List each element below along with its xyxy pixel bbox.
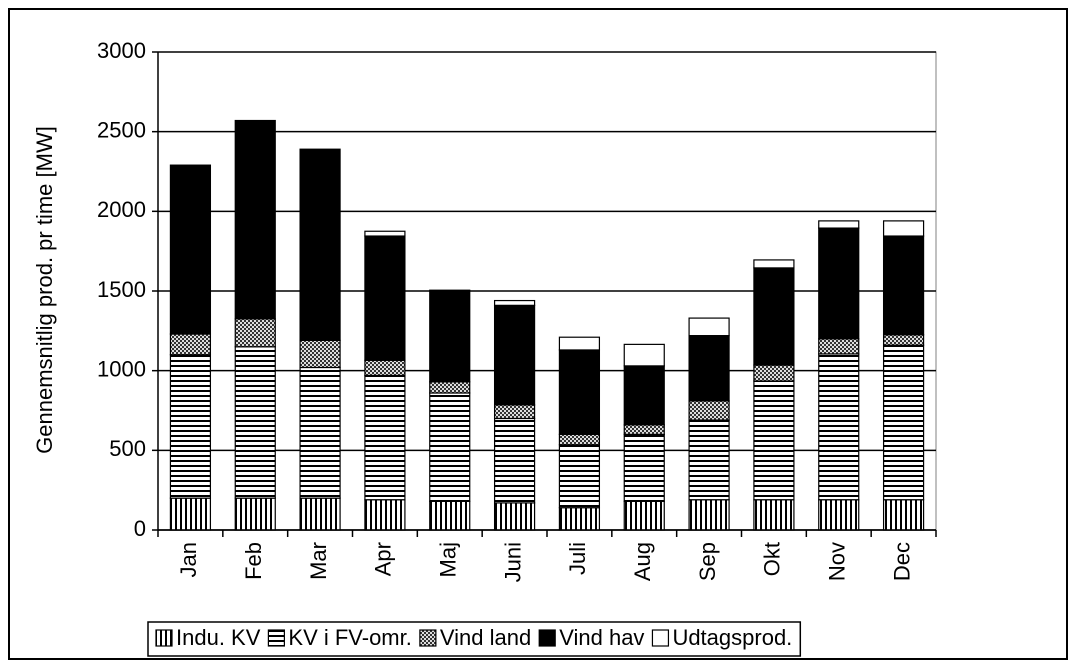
bar-segment [623, 433, 665, 502]
bar-segment [882, 235, 925, 336]
bar-segment [493, 502, 536, 531]
bar-segment [169, 354, 212, 499]
legend-swatch [419, 629, 437, 647]
bar-segment [364, 374, 406, 501]
bar-segment [299, 497, 341, 531]
legend-swatch [155, 629, 173, 647]
bar-segment [688, 335, 730, 402]
bar-segment [882, 220, 925, 237]
bar-segment [623, 365, 665, 426]
bar-segment [169, 333, 212, 356]
bar-segment [493, 299, 536, 306]
bar-segment [818, 338, 860, 355]
bar-segment [493, 417, 536, 504]
bar-segment [753, 267, 795, 366]
bar-segment [234, 318, 276, 348]
bar-segment [299, 339, 341, 369]
bar-segment [364, 359, 406, 377]
legend-swatch [267, 629, 285, 647]
bar-segment [169, 164, 212, 335]
bar-segment [234, 119, 276, 320]
bar-segment [688, 499, 730, 531]
bar-segment [753, 380, 795, 501]
x-tick-label: Sep [695, 542, 720, 581]
bar-segment [688, 317, 730, 337]
bar-segment [818, 353, 860, 501]
bar-segment [429, 289, 471, 383]
bar-segment [882, 334, 925, 346]
bar-segment [688, 400, 730, 421]
legend-label: KV i FV-omr. [288, 625, 411, 650]
x-tick-label: Nov [825, 542, 850, 581]
y-tick-label: 0 [134, 516, 146, 541]
bar-segment [882, 499, 925, 531]
legend-label: Vind hav [559, 625, 644, 650]
bar-segment [818, 220, 860, 229]
bar-segment [558, 444, 601, 509]
bar-segment [429, 500, 471, 531]
bar-segment [753, 499, 795, 531]
y-axis-label: Gennemsnitlig prod. pr time [MW] [32, 126, 57, 454]
x-tick-label: Feb [241, 542, 266, 580]
x-tick-label: Juni [500, 542, 525, 582]
bar-segment [429, 392, 471, 502]
x-tick-label: Aug [630, 542, 655, 581]
y-tick-label: 2000 [97, 197, 146, 222]
legend-label: Vind land [440, 625, 531, 650]
bar-segment [299, 366, 341, 499]
legend-label: Udtagsprod. [672, 625, 792, 650]
x-tick-label: Dec [889, 542, 914, 581]
bar-segment [818, 227, 860, 340]
x-tick-label: Maj [436, 542, 461, 577]
y-tick-label: 1500 [97, 277, 146, 302]
y-tick-label: 3000 [97, 38, 146, 63]
legend-swatch [538, 629, 556, 647]
bar-segment [753, 259, 795, 269]
bar-segment [364, 235, 406, 361]
x-tick-label: Apr [371, 542, 396, 576]
bar-segment [882, 344, 925, 501]
bar-segment [493, 304, 536, 406]
legend [147, 621, 802, 657]
bar-segment [558, 349, 601, 436]
y-tick-label: 2500 [97, 117, 146, 142]
bar-segment [169, 497, 212, 531]
bar-segment [623, 424, 665, 435]
legend-swatch [651, 629, 670, 647]
x-tick-label: Mar [306, 542, 331, 580]
x-tick-label: Jan [176, 542, 201, 577]
bar-segment [688, 419, 730, 501]
bar-segment [753, 364, 795, 382]
x-tick-label: Okt [760, 542, 785, 576]
x-tick-label: Juli [565, 542, 590, 575]
bar-segment [364, 230, 406, 237]
bar-segment [364, 499, 406, 531]
legend-label: Indu. KV [176, 625, 261, 650]
bar-segment [623, 500, 665, 531]
bar-segment [558, 336, 601, 351]
bar-segment [429, 381, 471, 394]
bar-segment [234, 346, 276, 499]
bar-segment [493, 404, 536, 420]
bar-segment [623, 343, 665, 367]
bar-segment [558, 433, 601, 446]
bar-segment [818, 499, 860, 531]
bar-segment [234, 497, 276, 531]
bar-segment [299, 148, 341, 341]
y-tick-label: 500 [109, 436, 146, 461]
bar-segment [558, 507, 601, 531]
y-tick-label: 1000 [97, 356, 146, 381]
